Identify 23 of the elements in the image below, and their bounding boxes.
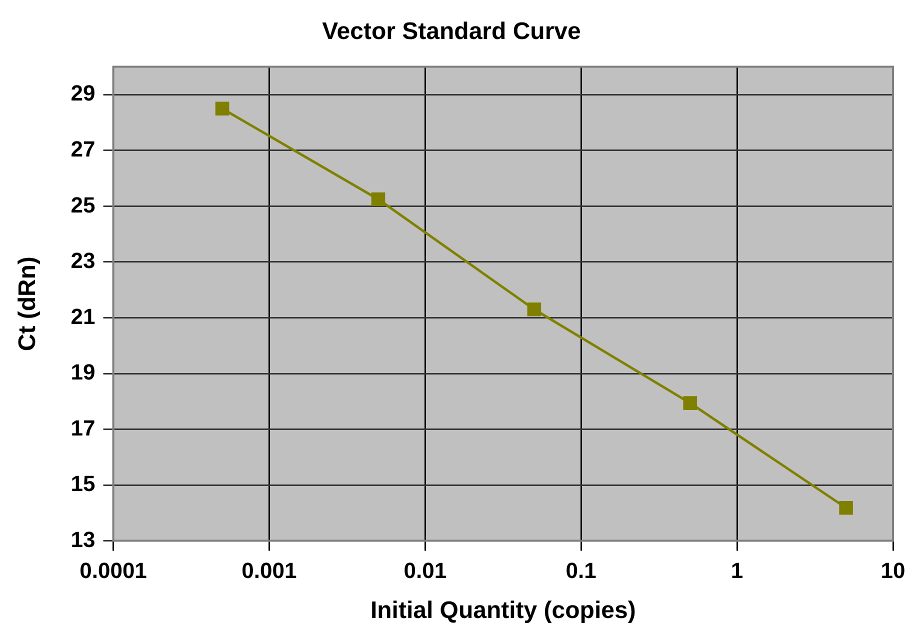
y-tick-label: 25 xyxy=(70,192,96,218)
x-tick-label: 10 xyxy=(880,558,906,584)
x-axis-title: Initial Quantity (copies) xyxy=(370,597,636,624)
point xyxy=(527,302,542,316)
y-tick-label: 27 xyxy=(70,136,96,162)
point xyxy=(371,192,386,206)
x-tick-label: 1 xyxy=(730,558,744,584)
point xyxy=(839,500,853,515)
point xyxy=(215,102,230,116)
x-tick-label: 0.001 xyxy=(242,558,297,584)
y-tick-label: 17 xyxy=(70,415,96,440)
y-tick-label: 19 xyxy=(70,360,96,385)
y-tick-label: 15 xyxy=(70,471,96,496)
y-tick-label: 23 xyxy=(70,248,96,274)
y-axis-title: Ct (dRn) xyxy=(14,256,42,352)
x-tick-label: 0.01 xyxy=(404,558,447,584)
x-tick-label: 0.0001 xyxy=(80,558,147,584)
y-tick-label: 21 xyxy=(70,304,96,329)
chart-title: Vector Standard Curve xyxy=(322,18,581,46)
point xyxy=(683,396,698,410)
y-tick-label: 13 xyxy=(70,526,96,552)
y-tick-label: 29 xyxy=(70,80,96,106)
x-tick-label: 0.1 xyxy=(566,558,596,584)
